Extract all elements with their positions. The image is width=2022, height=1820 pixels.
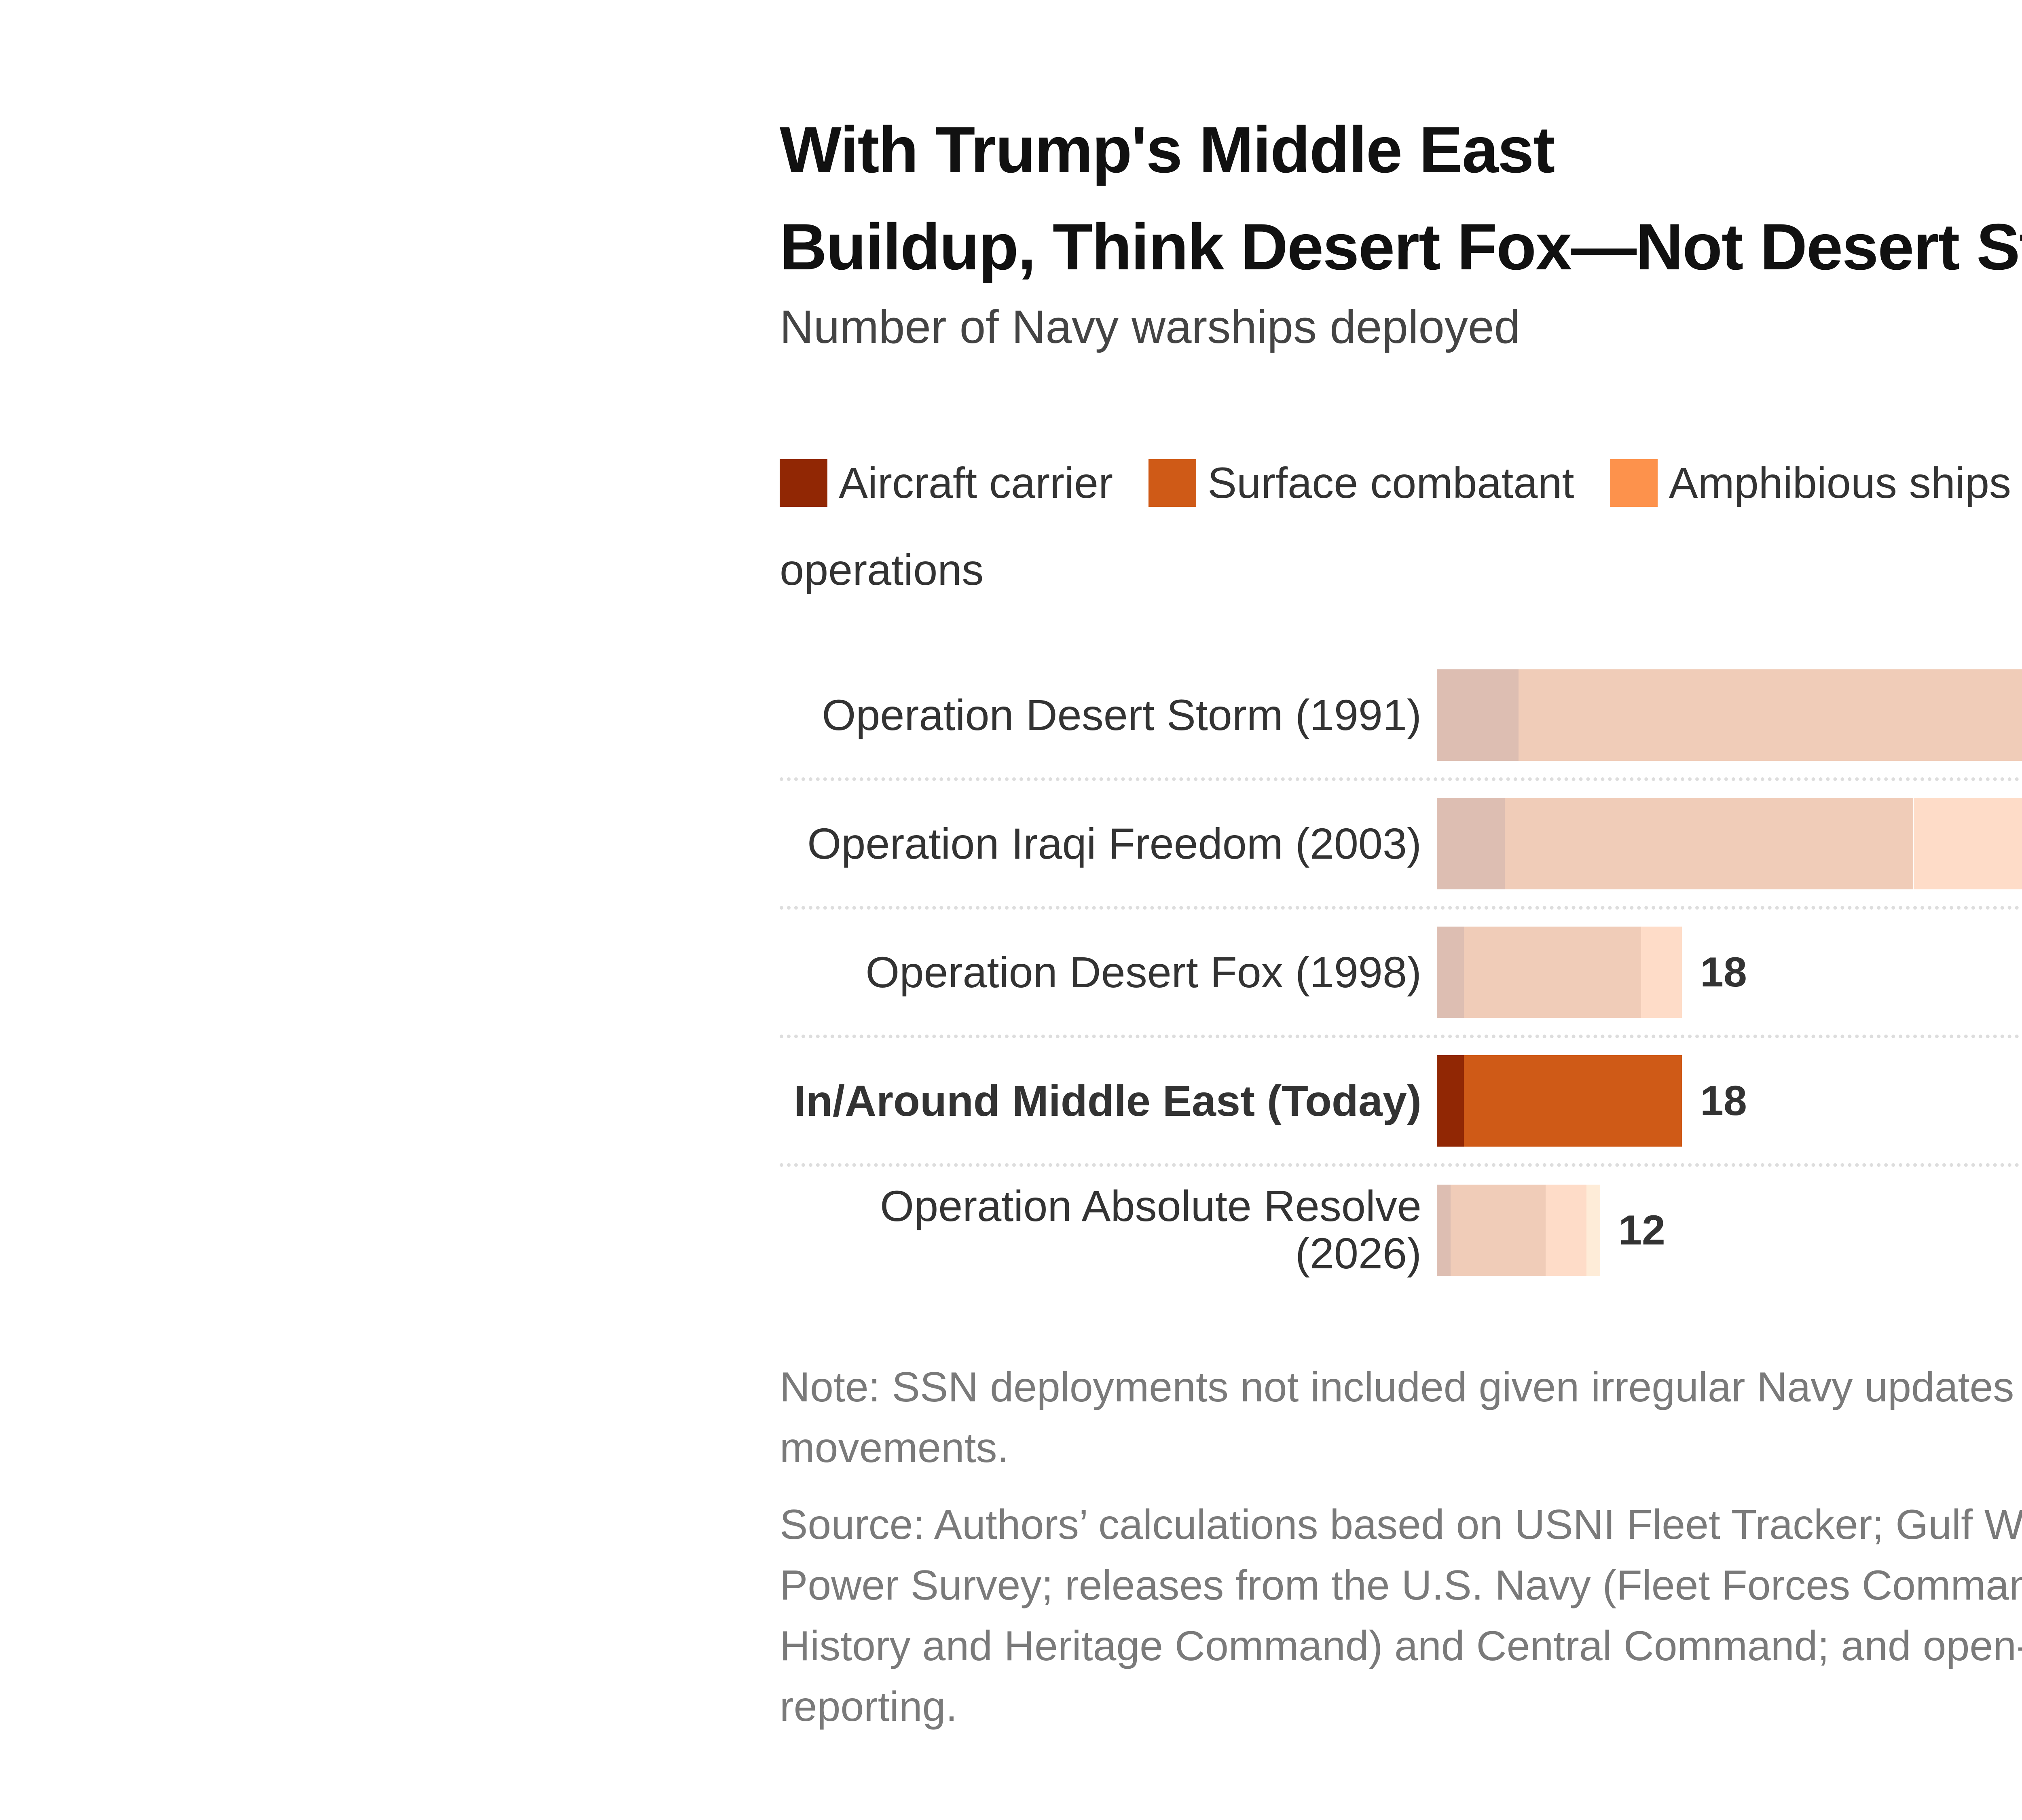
category-label-line: Operation Iraqi Freedom (2003) <box>807 819 1421 868</box>
category-label-line: Operation Absolute Resolve <box>880 1181 1421 1230</box>
bar-value-label: 18 <box>1700 1077 1747 1124</box>
legend-item-surface-combatant: Surface combatant <box>1148 459 1574 507</box>
category-label: Operation Iraqi Freedom (2003) <box>807 819 1421 868</box>
legend-swatch-amphibious-ships <box>1610 459 1658 507</box>
legend-label: Surface combatant <box>1208 458 1574 507</box>
bar-segment-carrier <box>1437 669 1519 761</box>
bar-segment-amphibious <box>1913 798 2022 889</box>
row-separator <box>780 1035 2022 1038</box>
bar-segment-carrier <box>1437 1055 1464 1147</box>
legend: Aircraft carrier Surface combatant Amphi… <box>780 459 2022 507</box>
chart-source: Source: Authors’ calculations based on U… <box>780 1501 2022 1730</box>
legend-item-amphibious-ships: Amphibious ships <box>1610 459 2011 507</box>
bar-segment-surface-combatant <box>1505 798 1914 889</box>
category-label: Operation Desert Storm (1991) <box>822 690 1421 740</box>
category-label-line: (2026) <box>1295 1228 1421 1278</box>
legend-label: Amphibious ships <box>1669 458 2011 507</box>
chart-note: Note: SSN deployments not included given… <box>780 1364 2022 1471</box>
bar-segment-carrier <box>1437 798 1505 889</box>
row-separator <box>780 1163 2022 1167</box>
bar-segment-carrier <box>1437 927 1464 1018</box>
bar-value-label: 12 <box>1618 1207 1665 1254</box>
bar-segment-surface-combatant <box>1519 669 2022 761</box>
bar-value-label: 18 <box>1700 949 1747 996</box>
bar-segment-surface-combatant <box>1450 1185 1546 1276</box>
legend-label: Aircraft carrier <box>839 458 1113 507</box>
chart-title-line-2: Buildup, Think Desert Fox—Not Desert Sto… <box>780 210 2022 284</box>
category-label-line: Operation Desert Storm (1991) <box>822 690 1421 739</box>
category-label: Operation Absolute Resolve (2026) <box>880 1181 1421 1278</box>
bar-segment-surface-combatant <box>1464 927 1641 1018</box>
bar-segment-carrier <box>1437 1185 1451 1276</box>
legend-continuation: operations <box>780 548 984 592</box>
row-separator <box>780 906 2022 910</box>
category-label: Operation Desert Fox (1998) <box>865 948 1421 997</box>
bar-segment-amphibious <box>1641 927 1682 1018</box>
row-separator <box>780 777 2022 781</box>
bar-segment-surface-combatant <box>1464 1055 1682 1147</box>
legend-swatch-surface-combatant <box>1148 459 1197 507</box>
category-label-line: Operation Desert Fox (1998) <box>865 947 1421 997</box>
legend-label-continuation: operations <box>780 545 984 594</box>
category-label-line: In/Around Middle East (Today) <box>794 1076 1421 1125</box>
bar-segment-special-operations <box>1586 1185 1601 1276</box>
legend-swatch-aircraft-carrier <box>780 459 827 507</box>
chart-title-line-1: With Trump's Middle East <box>780 113 1555 186</box>
bar-segment-amphibious <box>1546 1185 1587 1276</box>
category-label: In/Around Middle East (Today) <box>794 1076 1421 1126</box>
legend-item-aircraft-carrier: Aircraft carrier <box>780 459 1113 507</box>
chart-subtitle: Number of Navy warships deployed <box>780 301 1521 353</box>
